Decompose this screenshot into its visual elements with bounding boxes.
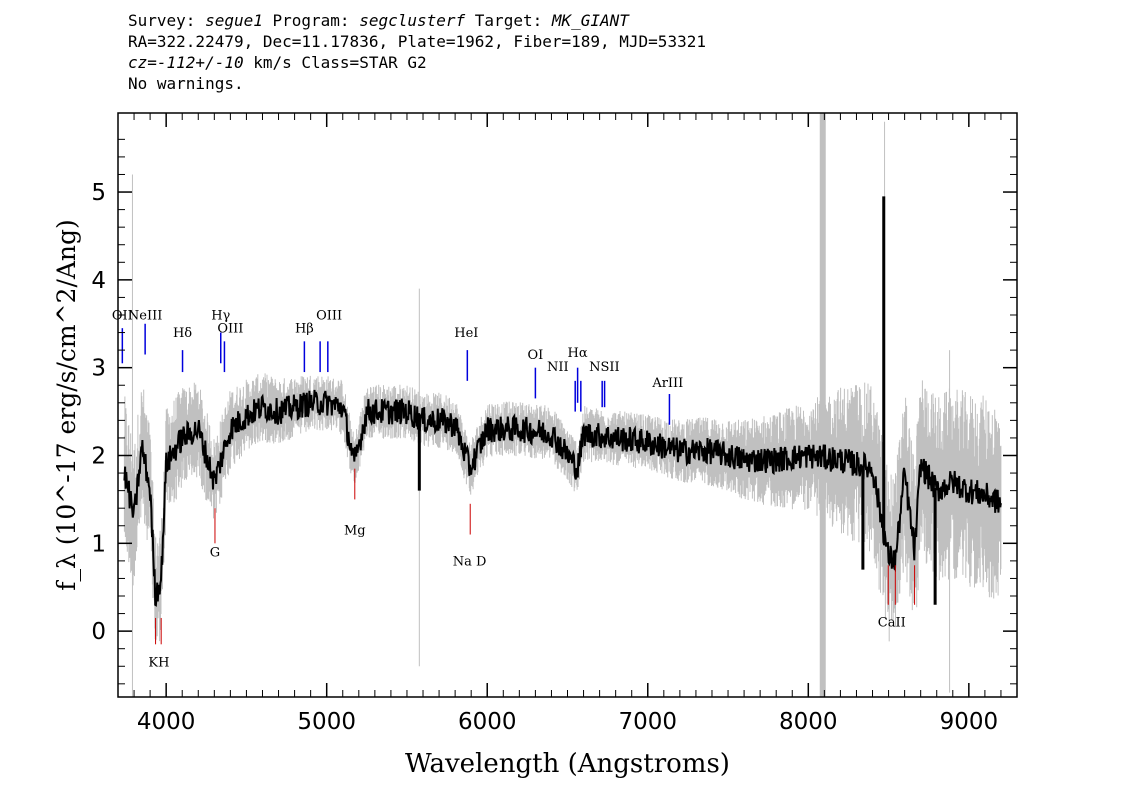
x-axis-label: Wavelength (Angstroms): [405, 749, 730, 779]
emission-label: Hβ: [295, 322, 314, 337]
class-value: km/s Class=STAR G2: [243, 53, 427, 72]
emission-label: OIII: [217, 322, 243, 337]
x-tick-label: 6000: [458, 709, 517, 735]
emission-label: Hα: [568, 346, 588, 361]
absorption-label: Na D: [453, 554, 487, 569]
target-label: Target:: [465, 11, 552, 30]
y-tick-label: 2: [91, 443, 106, 469]
x-tick-label: 4000: [137, 709, 196, 735]
absorption-label: KH: [148, 655, 169, 670]
absorption-label: CaII: [878, 616, 906, 631]
program-label: Program:: [262, 11, 360, 30]
target-value: MK_GIANT: [551, 11, 629, 30]
emission-label: HeI: [454, 326, 478, 341]
emission-label: OII: [112, 308, 133, 323]
program-value: segclusterf: [359, 11, 466, 30]
y-tick-label: 0: [91, 619, 106, 645]
header-line-warnings: No warnings.: [128, 74, 244, 93]
x-tick-label: 9000: [940, 709, 999, 735]
absorption-label: Mg: [344, 524, 366, 539]
absorption-label: G: [210, 545, 220, 560]
cz-value: cz=-112+/-10: [128, 53, 244, 72]
emission-label: NII: [547, 360, 569, 375]
axis-ticks: 4000 5000 6000 7000 8000 9000 0 1 2 3 4 5: [91, 113, 1017, 735]
flux-series: [123, 196, 1002, 607]
emission-label: Hγ: [211, 308, 230, 323]
x-tick-label: 5000: [297, 709, 356, 735]
y-tick-label: 5: [91, 180, 106, 206]
emission-label: Hδ: [173, 326, 192, 341]
emission-label: ArIII: [651, 376, 683, 391]
y-tick-label: 4: [91, 268, 106, 294]
survey-value: segue1: [205, 11, 263, 30]
survey-label: Survey:: [128, 11, 206, 30]
emission-label: NSII: [589, 360, 620, 375]
spectrum-header: Survey: segue1 Program: segclusterf Targ…: [128, 10, 706, 94]
masked-band-layer: [819, 113, 826, 697]
emission-label: OI: [527, 348, 543, 363]
header-line-survey: Survey: segue1 Program: segclusterf Targ…: [128, 10, 706, 31]
emission-label: NeIII: [128, 308, 162, 323]
flux-line: [123, 389, 1002, 607]
emission-label: OIII: [316, 308, 342, 323]
x-tick-label: 7000: [618, 709, 677, 735]
y-tick-label: 3: [91, 356, 106, 382]
header-line-coords: RA=322.22479, Dec=11.17836, Plate=1962, …: [128, 32, 706, 51]
y-tick-label: 1: [91, 531, 106, 557]
y-axis-label: f_λ (10^-17 erg/s/cm^2/Ang): [52, 219, 81, 591]
masked-band: [819, 113, 826, 697]
header-line-redshift: cz=-112+/-10 km/s Class=STAR G2: [128, 52, 706, 73]
x-tick-label: 8000: [779, 709, 838, 735]
